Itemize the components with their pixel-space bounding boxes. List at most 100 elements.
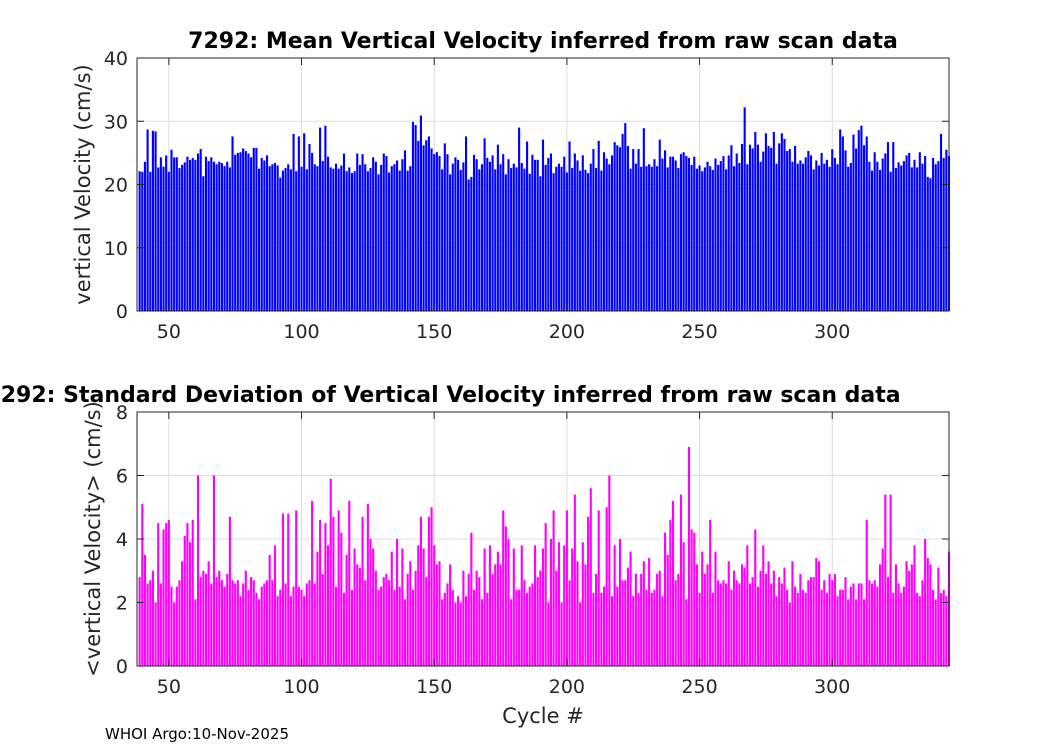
bar: [913, 159, 916, 311]
bar: [706, 161, 709, 311]
bar: [836, 164, 839, 311]
bar: [735, 580, 738, 666]
bar: [403, 599, 407, 666]
bar: [557, 163, 560, 311]
bar: [884, 494, 887, 666]
bar: [884, 153, 887, 311]
bar: [181, 561, 184, 666]
bar: [918, 596, 921, 666]
bar: [579, 170, 582, 311]
bar: [892, 142, 895, 311]
bar: [624, 580, 627, 666]
bar: [141, 504, 144, 666]
bar: [393, 589, 396, 666]
bar: [411, 589, 415, 666]
y-tick-label: 30: [104, 111, 128, 133]
bar: [618, 147, 622, 311]
bar: [502, 510, 505, 666]
bar: [292, 133, 295, 311]
bar: [751, 577, 754, 666]
bar: [870, 170, 874, 311]
bar: [427, 516, 430, 666]
bar: [196, 475, 200, 666]
x-tick-label: 50: [157, 676, 181, 698]
bar: [526, 592, 529, 666]
bar: [801, 589, 805, 666]
bar: [173, 602, 176, 666]
bar: [581, 542, 584, 666]
bar: [746, 164, 749, 311]
bar: [547, 157, 550, 311]
bar: [191, 519, 194, 666]
bar: [857, 130, 860, 311]
bar: [369, 539, 372, 666]
bar: [464, 136, 468, 311]
bar: [252, 580, 255, 666]
bar: [273, 545, 277, 666]
bar: [701, 171, 704, 311]
bar: [305, 583, 308, 666]
bar: [732, 570, 736, 666]
bar: [515, 167, 518, 311]
x-tick-label: 50: [157, 321, 181, 343]
bar: [342, 153, 346, 311]
bar: [786, 150, 789, 311]
bar: [207, 561, 210, 666]
bar: [831, 580, 834, 666]
bar: [218, 161, 221, 311]
bar: [361, 516, 364, 666]
bar: [563, 545, 566, 666]
bar: [634, 573, 637, 666]
bar: [921, 163, 924, 311]
bar: [194, 159, 197, 311]
bar: [281, 513, 285, 666]
bar: [255, 592, 258, 666]
bar: [698, 165, 701, 311]
bar: [226, 161, 229, 311]
bar: [939, 133, 943, 311]
x-tick-label: 100: [283, 676, 319, 698]
bar: [671, 156, 675, 311]
bar: [788, 602, 791, 666]
bar: [637, 149, 640, 311]
bar: [231, 136, 234, 311]
bar: [297, 586, 300, 666]
bar: [658, 570, 661, 666]
bar: [833, 573, 836, 666]
bar: [403, 150, 407, 311]
bar: [417, 545, 420, 666]
bar: [457, 159, 460, 311]
bar: [791, 561, 794, 666]
bar: [656, 573, 659, 666]
bar: [695, 168, 698, 311]
bar: [350, 173, 354, 311]
bar: [886, 577, 890, 666]
bar: [910, 167, 913, 311]
bar: [234, 583, 237, 666]
bar: [382, 577, 385, 666]
bar: [472, 154, 476, 311]
bar: [632, 149, 635, 311]
bar: [157, 167, 160, 311]
bar: [356, 564, 359, 666]
bar: [778, 577, 781, 666]
bar: [809, 577, 813, 666]
bar: [303, 596, 306, 666]
bar: [226, 573, 229, 666]
bar: [565, 172, 568, 311]
bar: [732, 166, 736, 311]
y-tick-label: 0: [116, 656, 128, 678]
bar: [202, 570, 205, 666]
bar: [138, 171, 141, 311]
bar: [656, 166, 659, 311]
bar: [536, 577, 539, 666]
bar: [669, 519, 672, 666]
bar: [260, 157, 263, 311]
bar: [398, 586, 401, 666]
bar: [268, 554, 271, 666]
bar: [236, 580, 239, 666]
bar: [239, 596, 242, 666]
bar: [759, 570, 762, 666]
bar: [725, 169, 728, 311]
bar: [886, 142, 890, 311]
